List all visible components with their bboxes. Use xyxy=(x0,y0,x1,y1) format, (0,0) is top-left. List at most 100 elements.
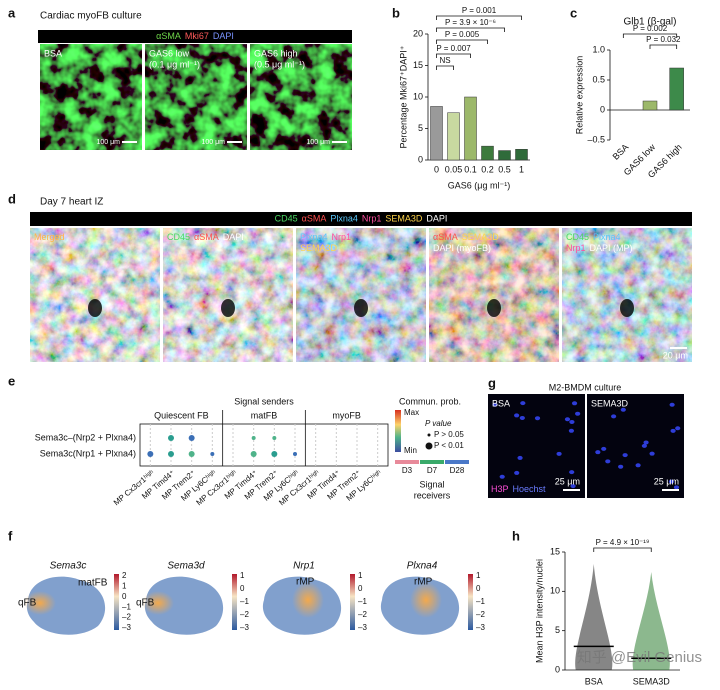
word: DAPI xyxy=(213,31,234,41)
micrograph xyxy=(587,394,684,498)
nucleus xyxy=(635,463,641,468)
group-label: Quiescent FB xyxy=(154,410,209,420)
colorbar-tick: 2 xyxy=(122,571,127,580)
word: αSMA xyxy=(433,232,458,242)
colorbar-tick: 0 xyxy=(476,584,481,593)
y-tick-label: 5 xyxy=(418,123,423,133)
colorbar-tick: 1 xyxy=(358,571,363,580)
y-tick-label: 0 xyxy=(600,104,605,114)
colorbar-tick: 1 xyxy=(122,582,127,591)
nucleus xyxy=(575,411,581,416)
panel-letter: c xyxy=(570,5,577,20)
nucleus xyxy=(605,459,611,464)
vessel xyxy=(88,299,102,317)
vessel xyxy=(354,299,368,317)
bar xyxy=(464,96,477,161)
colorbar-tick: –1 xyxy=(358,597,367,606)
micrograph xyxy=(429,228,559,362)
nucleus xyxy=(595,450,601,455)
stain-header: αSMA Mki67 DAPI xyxy=(156,31,234,41)
word: Nrp1 xyxy=(332,232,352,242)
vessel xyxy=(221,299,235,317)
significance-label: P = 3.9 × 10⁻⁶ xyxy=(445,18,496,27)
y-tick-label: 0 xyxy=(555,664,560,674)
word: Plxna4 xyxy=(300,232,328,242)
day-swatch xyxy=(395,460,419,464)
y-tick-label: –0.5 xyxy=(587,134,605,144)
colorbar-tick: –3 xyxy=(476,623,485,632)
colorbar-tick: –3 xyxy=(122,623,131,632)
dot xyxy=(250,451,257,457)
image-label: DAPI (myoFB) xyxy=(433,243,491,253)
scale-label: 100 μm xyxy=(202,139,226,146)
nucleus xyxy=(641,443,647,448)
word: CD45 xyxy=(566,232,589,242)
dot xyxy=(272,436,277,440)
y-tick-label: 5 xyxy=(555,625,560,635)
nucleus xyxy=(649,451,655,456)
y-tick-label: 15 xyxy=(550,546,560,556)
word: DAPI (MP) xyxy=(590,243,633,253)
micrograph xyxy=(40,44,142,150)
gene-label: Sema3c xyxy=(50,561,87,572)
colorbar xyxy=(468,574,473,630)
image-label: Nrp1 DAPI (MP) xyxy=(566,243,633,253)
x-tick-label: 0.05 xyxy=(445,164,463,174)
gene-label: Nrp1 xyxy=(293,561,315,572)
significance-label: P = 4.9 × 10⁻¹⁹ xyxy=(596,538,650,547)
group-label: myoFB xyxy=(332,410,361,420)
colorbar-tick: –1 xyxy=(476,597,485,606)
cluster-label: matFB xyxy=(78,578,108,589)
nucleus xyxy=(517,455,523,460)
group-label: matFB xyxy=(251,410,278,420)
nucleus xyxy=(668,479,675,484)
bar xyxy=(430,106,443,161)
bar xyxy=(642,100,658,111)
word: DAPI (myoFB) xyxy=(433,243,491,253)
day-label: D7 xyxy=(427,466,438,475)
chart-title: Glb1 (β-gal) xyxy=(624,17,677,28)
y-tick-label: 1.0 xyxy=(592,44,605,54)
nucleus xyxy=(570,484,576,489)
nucleus xyxy=(622,453,628,458)
header-bar xyxy=(30,212,692,226)
word: αSMA xyxy=(156,31,181,41)
nucleus xyxy=(571,401,578,406)
image-label: CD45 αSMA DAPI xyxy=(167,232,244,242)
image-label: BSA xyxy=(492,398,510,408)
legend-label: Min xyxy=(404,446,417,455)
colorbar-tick: –2 xyxy=(476,610,485,619)
gene-label: Plxna4 xyxy=(407,561,438,572)
legend-label: P value xyxy=(425,419,452,428)
image-label: (0.5 μg ml⁻¹) xyxy=(254,59,305,69)
nucleus xyxy=(499,474,505,479)
umap-cloud xyxy=(26,576,106,635)
x-tick-label: 1 xyxy=(519,164,524,174)
dot xyxy=(210,452,215,456)
nucleus xyxy=(569,419,575,424)
significance-label: P = 0.032 xyxy=(646,35,681,44)
dot xyxy=(271,451,278,457)
cluster-label: rMP xyxy=(414,577,433,588)
tint xyxy=(562,228,692,362)
word: Mki67 xyxy=(185,31,209,41)
nucleus xyxy=(556,451,562,456)
y-axis-label: Mean H3P intensity/nuclei xyxy=(534,559,544,663)
word: αSMA xyxy=(194,232,219,242)
axis-title: Signal senders xyxy=(234,396,294,406)
nucleus xyxy=(568,428,575,433)
legend-dot xyxy=(425,442,433,450)
day-swatch xyxy=(420,460,444,464)
colorbar-tick: –1 xyxy=(240,597,249,606)
tint xyxy=(30,228,160,362)
micrograph xyxy=(163,228,293,362)
colorbar-tick: 0 xyxy=(358,584,363,593)
plot-frame xyxy=(139,423,389,467)
significance-label: P = 0.002 xyxy=(633,24,668,33)
nucleus xyxy=(534,416,541,421)
significance-label: P = 0.001 xyxy=(462,6,497,15)
panel-letter: d xyxy=(8,191,16,206)
point-cloud xyxy=(575,564,613,670)
day-label: D3 xyxy=(402,466,413,475)
y-axis-label: Relative expression xyxy=(574,56,584,135)
